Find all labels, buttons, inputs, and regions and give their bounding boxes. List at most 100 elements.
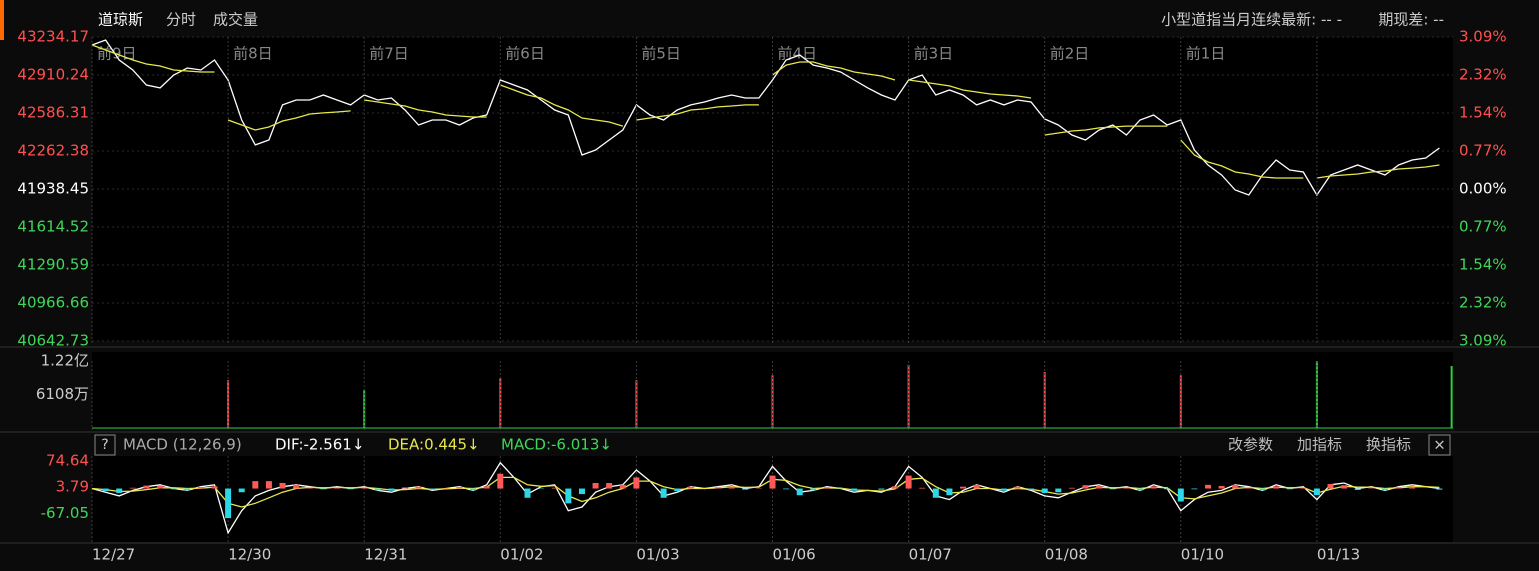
macd-bar [1218, 485, 1225, 489]
volume-bar [635, 380, 638, 428]
macd-line [91, 476, 1440, 508]
y2-tick-label: 2.32% [1459, 294, 1507, 312]
y2-tick-label: 3.09% [1459, 28, 1507, 46]
macd-bar [1136, 488, 1143, 491]
x-tick-label: 12/31 [364, 546, 407, 564]
macd-bar [878, 488, 885, 490]
x-tick-label: 01/10 [1181, 546, 1224, 564]
macd-bar [1055, 488, 1062, 493]
macd-bar [1000, 488, 1007, 491]
macd-bar [715, 487, 722, 489]
y2-tick-label: 2.32% [1459, 65, 1507, 83]
macd-bar [919, 487, 926, 489]
button[interactable]: 换指标 [1366, 436, 1411, 454]
macd-bar [973, 484, 980, 489]
tab[interactable]: 分时 [166, 11, 196, 29]
macd-bar [1028, 488, 1035, 490]
y2-tick-label: 0.77% [1459, 142, 1507, 160]
macd-bar [129, 487, 136, 489]
day-label: 前6日 [505, 45, 545, 63]
y-tick-label: -67.05 [41, 504, 89, 522]
button[interactable]: 改参数 [1228, 436, 1273, 454]
day-label: 前3日 [914, 45, 954, 63]
macd-bar [1177, 488, 1184, 502]
macd-bar [374, 488, 381, 491]
close-label[interactable]: × [1433, 436, 1446, 454]
x-tick-label: 12/27 [92, 546, 135, 564]
price-line [364, 99, 487, 118]
macd-bar [796, 488, 803, 496]
y2-tick-label: 3.09% [1459, 332, 1507, 350]
macd-bar [946, 488, 953, 496]
dea-value: DEA:0.445↓ [388, 436, 480, 454]
help-label[interactable]: ? [101, 437, 108, 453]
macd-bar [293, 484, 300, 489]
macd-bar [1354, 488, 1361, 491]
macd-bar [823, 487, 830, 489]
macd-bar [1273, 486, 1280, 489]
x-tick-label: 01/07 [909, 546, 952, 564]
macd-bar [1327, 484, 1334, 489]
macd-bar [415, 486, 422, 489]
macd-bar [252, 481, 259, 489]
dif-value: DIF:-2.561↓ [275, 436, 364, 454]
day-label: 前5日 [641, 45, 681, 63]
y2-tick-label: 0.00% [1459, 180, 1507, 198]
close-button[interactable] [1428, 434, 1451, 456]
macd-bar [1068, 487, 1075, 489]
price-line [1044, 125, 1168, 136]
macd-bar [320, 488, 327, 490]
y-tick-label: 6108万 [36, 385, 89, 403]
price-line [772, 61, 896, 81]
macd-bar [1395, 487, 1402, 489]
y-tick-label: 41614.52 [17, 218, 89, 236]
y2-tick-label: 1.54% [1459, 255, 1507, 273]
y-tick-label: 1.22亿 [41, 352, 89, 370]
macd-bar [143, 485, 150, 489]
macd-bar [932, 488, 939, 498]
tab[interactable]: 成交量 [213, 11, 258, 29]
macd-bar [578, 488, 585, 495]
day-label: 前7日 [369, 45, 409, 63]
x-tick-label: 01/06 [773, 546, 816, 564]
macd-bar [1096, 485, 1103, 489]
y-tick-label: 41938.45 [17, 180, 89, 198]
x-tick-label: 01/13 [1317, 546, 1360, 564]
day-label: 前8日 [233, 45, 273, 63]
macd-bar [1381, 488, 1388, 491]
x-tick-label: 01/03 [636, 546, 679, 564]
macd-bar [1259, 488, 1266, 491]
macd-bar [1164, 488, 1171, 490]
macd-bar [388, 488, 395, 491]
help-button[interactable] [94, 434, 116, 456]
accent-bar [0, 0, 4, 40]
volume-bar [227, 380, 230, 428]
macd-bar [1245, 487, 1252, 489]
macd-bar [1409, 486, 1416, 489]
day-label: 前2日 [1050, 45, 1090, 63]
y-tick-label: 42586.31 [17, 104, 89, 122]
macd-bar [1232, 484, 1239, 489]
macd-bar [483, 486, 490, 489]
macd-bar [674, 488, 681, 492]
macd-bar [347, 488, 354, 490]
macd-bar [225, 488, 232, 519]
price-line [636, 104, 759, 121]
y2-tick-label: 1.54% [1459, 104, 1507, 122]
volume-bar [1450, 365, 1453, 428]
macd-bar [470, 488, 477, 491]
x-tick-label: 12/30 [228, 546, 271, 564]
button[interactable]: 加指标 [1297, 436, 1342, 454]
macd-bar [606, 482, 613, 489]
y-tick-label: 3.79 [56, 478, 89, 496]
macd-value: MACD:-6.013↓ [501, 436, 612, 454]
macd-bar [810, 488, 817, 491]
y-tick-label: 41290.59 [17, 256, 89, 274]
x-tick-label: 01/02 [500, 546, 543, 564]
y2-tick-label: 0.77% [1459, 217, 1507, 235]
macd-bar [116, 488, 123, 493]
price-line [1180, 139, 1304, 179]
macd-bar [306, 487, 313, 489]
status: 小型道指当月连续最新: -- - [1161, 11, 1342, 29]
macd-bar [660, 488, 667, 498]
